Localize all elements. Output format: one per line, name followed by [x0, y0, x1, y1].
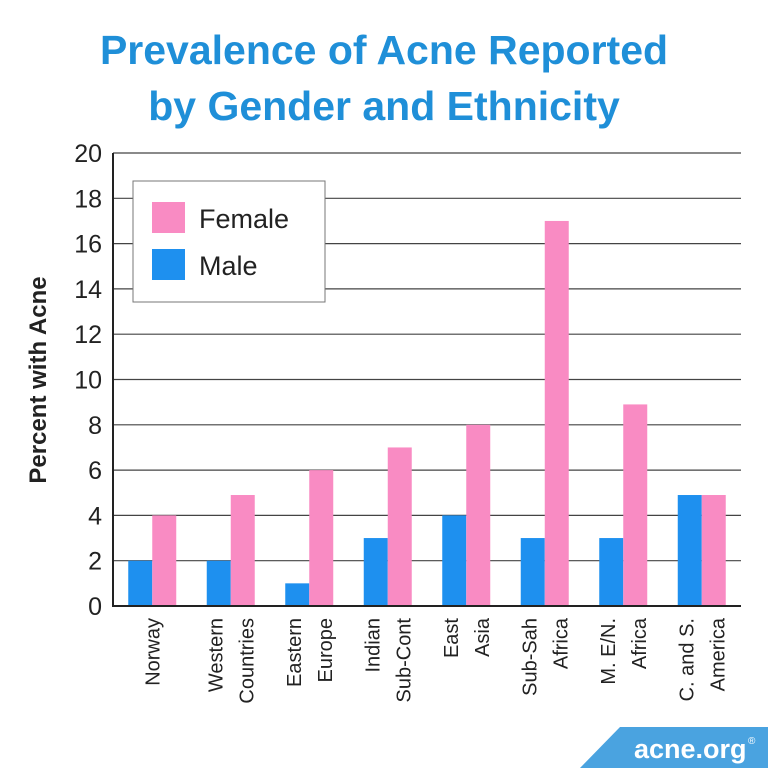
x-tick-label: East: [441, 618, 463, 658]
y-tick-label: 16: [74, 231, 102, 259]
x-tick-label: Norway: [142, 618, 164, 686]
y-tick-label: 2: [88, 548, 102, 576]
x-tick-label: Sub-Sah: [519, 618, 541, 696]
bar-female: [623, 404, 648, 606]
bar-male: [677, 495, 702, 606]
y-tick-labels: 0 2 4 6 8 10 12 14 16 18 20: [74, 140, 102, 621]
brand-background: [580, 727, 768, 768]
y-tick-label: 6: [88, 457, 102, 485]
bar-male: [363, 538, 388, 606]
legend-label-male: Male: [199, 251, 258, 281]
x-tick-label: Countries: [236, 618, 258, 704]
x-tick-label: America: [707, 617, 729, 691]
bar-female: [466, 424, 491, 606]
y-tick-label: 18: [74, 185, 102, 213]
legend-swatch-female: [152, 202, 185, 233]
x-tick-label: Europe: [315, 618, 337, 683]
x-tick-label: M. E/N.: [598, 618, 620, 685]
bar-male: [128, 560, 153, 606]
x-tick-label: Eastern: [284, 618, 306, 687]
y-tick-label: 4: [88, 502, 102, 530]
x-tick-label: Sub-Cont: [393, 618, 415, 703]
bar-female: [701, 495, 726, 606]
bar-female: [152, 515, 177, 606]
bar-female: [544, 220, 569, 606]
brand-badge: acne.org ®: [580, 727, 768, 768]
bar-male: [599, 538, 624, 606]
x-tick-label: C. and S.: [676, 618, 698, 701]
bar-male: [285, 583, 310, 606]
y-tick-label: 8: [88, 412, 102, 440]
chart-title-line-2: by Gender and Ethnicity: [148, 83, 620, 129]
x-tick-labels: Norway Western Countries Eastern Europe India…: [142, 617, 729, 703]
bar-female: [387, 447, 412, 606]
x-tick-label: Asia: [472, 617, 494, 657]
legend-label-female: Female: [199, 204, 289, 234]
bars: [128, 220, 726, 606]
bar-male: [520, 538, 545, 606]
brand-text: acne.org: [634, 734, 747, 764]
x-tick-label: Africa: [629, 617, 651, 669]
x-tick-label: Africa: [550, 617, 572, 669]
chart-title: Prevalence of Acne Reported by Gender an…: [100, 27, 668, 129]
legend-swatch-male: [152, 249, 185, 280]
y-tick-label: 12: [74, 321, 102, 349]
y-tick-label: 0: [88, 593, 102, 621]
bar-male: [206, 560, 231, 606]
chart-title-line-1: Prevalence of Acne Reported: [100, 27, 668, 73]
legend-box: [132, 180, 326, 303]
x-tick-label: Western: [205, 618, 227, 692]
bar-female: [230, 495, 255, 606]
y-tick-label: 20: [74, 140, 102, 168]
legend: Female Male: [132, 180, 326, 303]
y-axis-label: Percent with Acne: [25, 276, 52, 483]
y-tick-label: 10: [74, 367, 102, 395]
y-tick-label: 14: [74, 276, 102, 304]
x-tick-label: Indian: [362, 618, 384, 673]
axes: [112, 153, 741, 607]
bar-female: [309, 470, 334, 606]
bar-male: [442, 515, 467, 606]
registered-mark: ®: [748, 736, 756, 747]
